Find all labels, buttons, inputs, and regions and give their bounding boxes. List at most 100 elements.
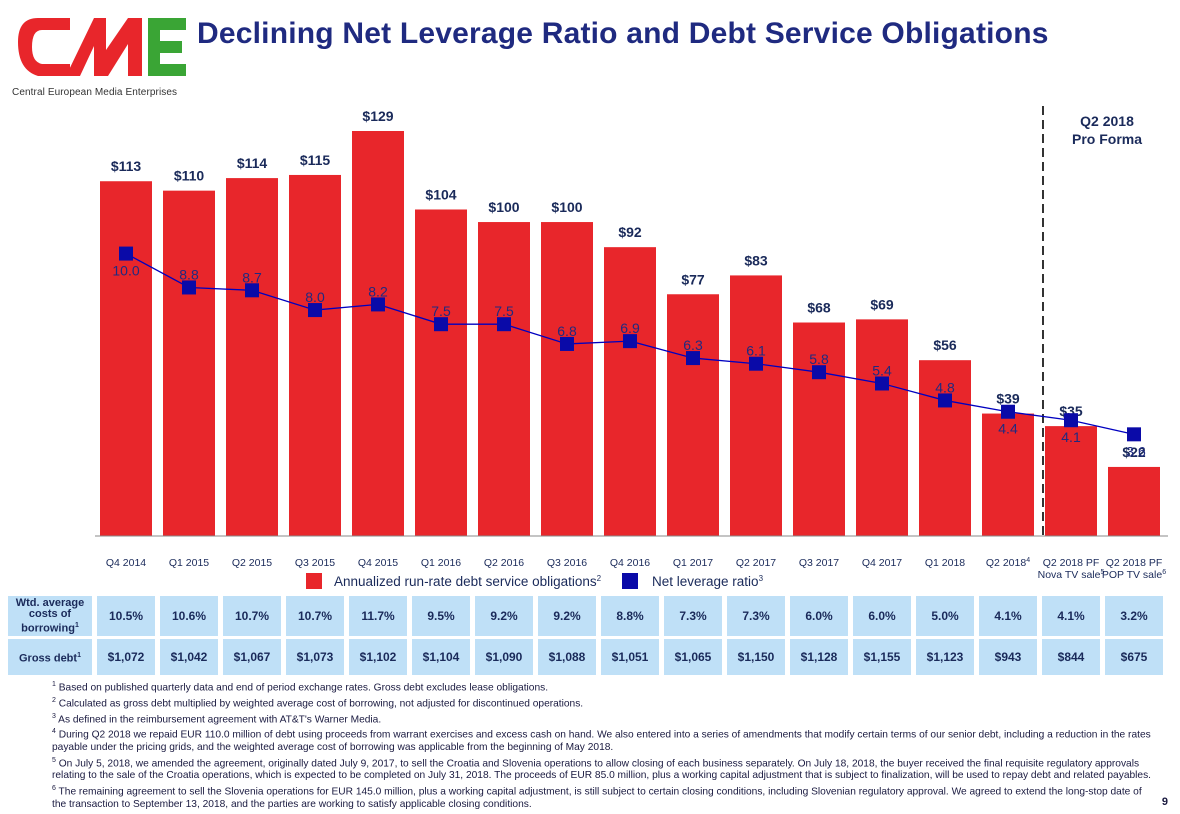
table-cell: 10.6% [160,596,218,636]
bar [730,275,782,536]
page-title: Declining Net Leverage Ratio and Debt Se… [197,17,1049,50]
leverage-value-label: 6.9 [620,320,640,336]
logo-c-shape [18,18,70,76]
pro-forma-label: Pro Forma [1072,131,1142,147]
table-cell: 7.3% [664,596,722,636]
bar-value-label: $100 [551,199,582,215]
leverage-value-label: 3.6 [1126,443,1146,459]
footnotes: 1 Based on published quarterly data and … [52,679,1152,811]
table-cell: 7.3% [727,596,785,636]
leverage-value-label: 8.0 [305,289,325,305]
bar-value-label: $129 [362,108,393,124]
footnote: 6 The remaining agreement to sell the Sl… [52,784,1142,810]
table-cell: $943 [979,639,1037,675]
table-cell: $1,072 [97,639,155,675]
leverage-marker [308,303,322,318]
bar [415,209,467,536]
x-tick-label: Q2 20184 [986,557,1030,569]
x-tick-label: Q1 2016 [421,557,461,569]
bar-value-label: $92 [618,224,642,240]
leverage-value-label: 6.1 [746,343,766,359]
bar-value-label: $68 [807,300,831,316]
leverage-marker [1127,427,1141,442]
bar [856,319,908,536]
table-cell: $1,123 [916,639,974,675]
leverage-marker [434,317,448,332]
table-row-label: Wtd. average costs of borrowing1 [8,596,92,636]
x-tick-label: Q2 2018 PF [1043,557,1100,569]
bar-value-label: $56 [933,337,957,353]
cme-logo [18,18,186,76]
footnote: 1 Based on published quarterly data and … [52,681,549,694]
leverage-value-label: 6.8 [557,323,577,339]
x-tick-label: Q2 2015 [232,557,272,569]
leverage-marker [245,283,259,298]
x-tick-label: Q1 2018 [925,557,965,569]
leverage-value-label: 10.0 [112,263,139,279]
legend-swatch-debt-service [306,573,322,589]
table-cell: $1,088 [538,639,596,675]
table-cell: 10.7% [223,596,281,636]
table-cell: $675 [1105,639,1163,675]
pro-forma-label: Q2 2018 [1080,113,1134,129]
footnote: 5 On July 5, 2018, we amended the agreem… [52,756,1152,782]
bar-value-label: $114 [237,155,268,171]
leverage-value-label: 7.5 [431,303,451,319]
bar [793,322,845,536]
x-tick-label: Q3 2015 [295,557,335,569]
leverage-value-label: 4.8 [935,379,955,395]
x-tick-label: Nova TV sale5 [1038,569,1105,581]
leverage-value-label: 6.3 [683,337,703,353]
x-tick-label: Q1 2015 [169,557,209,569]
x-tick-label: Q1 2017 [673,557,713,569]
chart: $113 $110 $114 $115 $129 $104 $100 $100 $92 $77 $8… [95,106,1168,589]
table-cell: $1,065 [664,639,722,675]
leverage-value-label: 8.2 [368,283,388,299]
bar [982,413,1034,536]
table-cell: $1,090 [475,639,533,675]
bar-value-label: $69 [870,296,894,312]
table-cell: 11.7% [349,596,407,636]
leverage-marker [812,365,826,380]
table-cell: 10.7% [286,596,344,636]
table-cell: 10.5% [97,596,155,636]
leverage-value-label: 7.5 [494,303,514,319]
table-row-label-text: Wtd. average costs of borrowing1 [15,596,85,635]
table-cell: 8.8% [601,596,659,636]
leverage-value-label: 4.1 [1061,429,1081,445]
x-tick-label: Q2 2016 [484,557,524,569]
table-cell: 3.2% [1105,596,1163,636]
table-cell: $1,051 [601,639,659,675]
x-tick-label: Q4 2014 [106,557,146,569]
table-row-label-text: Gross debt1 [19,651,81,665]
bar [919,360,971,536]
bar-value-label: $104 [425,186,456,202]
footnote: 4 During Q2 2018 we repaid EUR 110.0 mil… [52,728,1151,754]
leverage-marker [371,297,385,312]
bar [163,190,215,536]
bar [1045,426,1097,536]
bar-value-label: $77 [681,271,705,287]
leverage-marker [686,351,700,366]
table-cell: $1,073 [286,639,344,675]
table-cell: 9.2% [538,596,596,636]
table-cell: 9.2% [475,596,533,636]
table-row-label: Gross debt1 [8,639,92,675]
x-tick-label: Q4 2015 [358,557,398,569]
leverage-value-label: 8.8 [179,266,199,282]
bar-value-label: $113 [111,158,142,174]
leverage-value-label: 5.4 [872,362,892,378]
logo-subtitle: Central European Media Enterprises [12,87,178,98]
bar [667,294,719,536]
x-tick-label: Q3 2017 [799,557,839,569]
x-tick-label: Q4 2016 [610,557,650,569]
table-cell: 6.0% [853,596,911,636]
table-cell: $1,155 [853,639,911,675]
leverage-value-label: 5.8 [809,351,829,367]
table-cell: $1,150 [727,639,785,675]
x-tick-label: Q4 2017 [862,557,902,569]
leverage-marker [119,246,133,261]
legend-label-debt-service: Annualized run-rate debt service obligat… [334,574,602,589]
table-cell: 5.0% [916,596,974,636]
table-cell: $1,102 [349,639,407,675]
